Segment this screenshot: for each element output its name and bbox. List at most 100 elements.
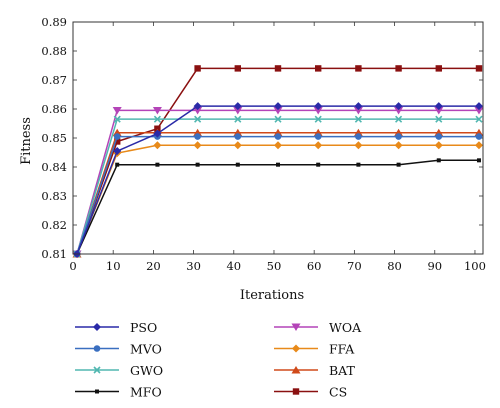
- data-point-mfo-shape: [436, 158, 441, 163]
- x-tick-label: 10: [106, 259, 121, 273]
- data-point-ffa-shape: [153, 141, 162, 150]
- data-point-pso: [474, 102, 483, 111]
- data-point-pso-shape: [153, 129, 162, 138]
- data-point-woa: [152, 106, 162, 115]
- series-line-mfo: [76, 159, 479, 255]
- data-point-ffa-shape: [394, 141, 403, 150]
- data-point-gwo-shape: [435, 115, 443, 123]
- x-axis-label: Iterations: [240, 288, 304, 303]
- y-axis-label: Fitness: [19, 117, 34, 165]
- data-point-mvo-shape: [395, 133, 402, 140]
- data-point-mvo: [314, 133, 322, 140]
- data-point-pso-shape: [193, 102, 202, 111]
- data-point-cs-shape: [234, 65, 242, 72]
- legend-marker-cs: [292, 388, 300, 395]
- y-tick-label: 0.83: [41, 189, 67, 203]
- data-point-pso-shape: [394, 102, 403, 111]
- data-point-mvo-shape: [234, 133, 242, 140]
- data-point-mfo: [276, 162, 280, 167]
- data-point-ffa-shape: [314, 141, 323, 150]
- data-point-pso-shape: [274, 102, 282, 111]
- data-point-ffa-shape: [193, 141, 202, 150]
- data-point-mfo: [155, 162, 160, 167]
- legend-marker-bat: [291, 366, 301, 374]
- legend-item-gwo: GWO: [75, 363, 163, 378]
- data-point-woa: [233, 106, 243, 115]
- data-point-mvo: [355, 133, 362, 140]
- data-point-ffa: [394, 141, 403, 150]
- data-point-woa: [353, 106, 363, 115]
- series-line-cs: [76, 67, 479, 255]
- data-point-cs: [475, 65, 483, 72]
- data-point-woa: [474, 106, 484, 115]
- data-point-ffa: [354, 141, 363, 150]
- data-point-mfo: [436, 158, 441, 163]
- data-point-mfo-shape: [396, 162, 401, 167]
- legend-label-cs: CS: [329, 385, 347, 400]
- x-tick-label: 40: [226, 259, 241, 273]
- data-point-gwo: [314, 115, 322, 123]
- legend-item-mvo: MVO: [75, 342, 162, 357]
- data-point-woa-shape: [152, 106, 162, 115]
- data-point-mfo: [195, 162, 200, 167]
- data-point-cs: [234, 65, 242, 72]
- legend-marker-woa: [291, 323, 301, 331]
- data-point-mfo-shape: [235, 162, 240, 167]
- legend-marker-gwo-shape: [93, 366, 101, 374]
- data-point-woa-shape: [313, 106, 323, 115]
- data-point-cs-shape: [114, 138, 121, 145]
- data-point-pso: [434, 102, 443, 111]
- data-point-gwo-shape: [274, 115, 282, 123]
- data-point-cs-shape: [355, 65, 362, 72]
- data-point-gwo: [194, 115, 202, 123]
- data-point-mfo: [356, 162, 361, 167]
- series-mvo: [73, 133, 483, 258]
- data-point-gwo-shape: [234, 115, 242, 123]
- data-point-gwo-shape: [113, 115, 121, 123]
- data-point-ffa: [233, 141, 242, 150]
- data-point-pso: [394, 102, 403, 111]
- data-point-pso: [113, 147, 122, 156]
- data-point-pso-shape: [474, 102, 483, 111]
- series-pso: [73, 102, 483, 258]
- legend-marker-pso: [93, 323, 101, 331]
- legend-marker-bat-shape: [291, 366, 301, 374]
- legend-marker-woa-shape: [291, 323, 301, 331]
- data-point-woa-shape: [474, 106, 484, 115]
- data-point-mfo-shape: [476, 158, 481, 163]
- data-point-ffa-shape: [354, 141, 363, 150]
- data-point-woa: [273, 106, 283, 115]
- data-point-pso-shape: [113, 147, 122, 156]
- legend-label-mvo: MVO: [130, 342, 162, 357]
- y-tick-label: 0.89: [41, 15, 67, 29]
- legend-label-pso: PSO: [130, 320, 157, 335]
- y-tick-label: 0.88: [41, 44, 67, 58]
- data-point-pso: [274, 102, 282, 111]
- data-point-mfo-shape: [195, 162, 200, 167]
- legend-marker-cs-shape: [292, 388, 300, 395]
- data-point-woa: [112, 106, 122, 115]
- data-point-mvo: [274, 133, 282, 140]
- y-tick-label: 0.82: [41, 218, 67, 232]
- plot-area: 0.81 0.82 0.83 0.84 0.85 0.86 0.87 0.88 0.89 0 10 2…: [41, 15, 486, 273]
- data-point-ffa: [274, 141, 282, 150]
- data-point-mvo-shape: [314, 133, 322, 140]
- data-point-mfo-shape: [115, 162, 120, 167]
- data-point-mvo: [435, 133, 443, 140]
- legend-item-mfo: MFO: [75, 385, 162, 400]
- data-point-cs-shape: [314, 65, 322, 72]
- data-point-mvo-shape: [435, 133, 443, 140]
- legend-label-gwo: GWO: [130, 363, 163, 378]
- data-point-cs: [194, 65, 201, 72]
- data-point-cs-shape: [154, 125, 161, 132]
- data-point-mvo: [194, 133, 201, 140]
- data-point-cs: [274, 65, 282, 72]
- data-point-woa-shape: [112, 106, 122, 115]
- data-point-mvo-shape: [355, 133, 362, 140]
- legend-item-cs: CS: [274, 385, 347, 400]
- data-point-mvo-shape: [194, 133, 201, 140]
- data-point-gwo-shape: [314, 115, 322, 123]
- legend-label-woa: WOA: [329, 320, 362, 335]
- data-point-mfo: [115, 162, 120, 167]
